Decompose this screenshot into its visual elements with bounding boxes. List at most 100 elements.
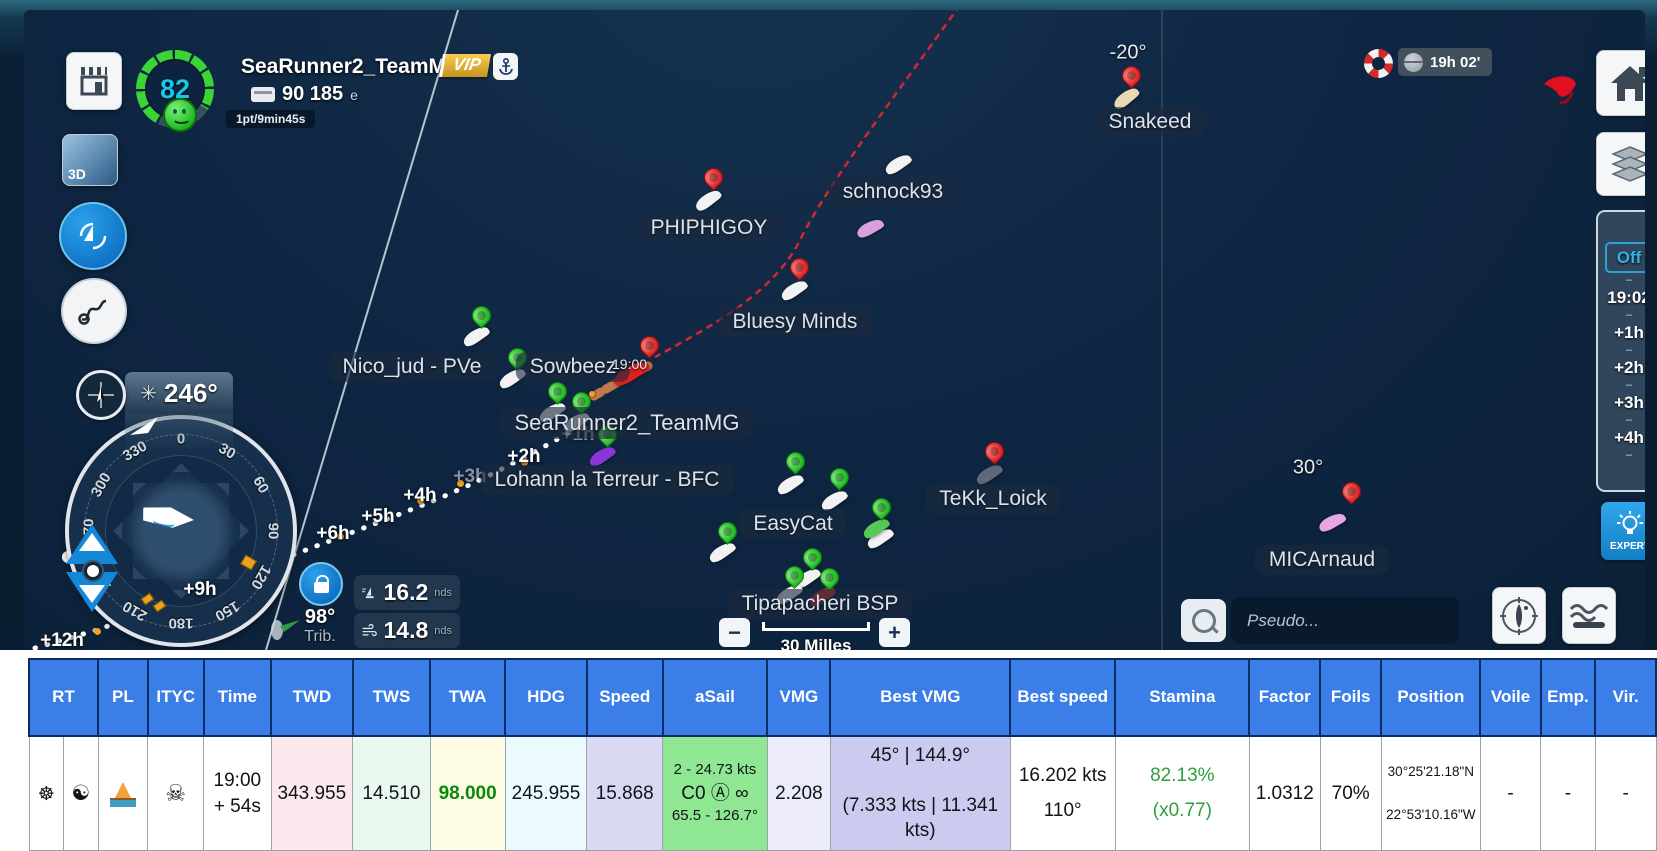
wind-speed-value: 14.8 [383,617,429,643]
auto-sail-button[interactable] [59,202,127,270]
wind-rose-icon: ✳ [140,382,157,405]
boat-speed-value: 16.2 [383,579,429,605]
layers-button[interactable] [1596,132,1645,196]
timeline-item-1h[interactable]: +1h [1614,323,1644,342]
col-header-tws: TWS [351,658,432,737]
vip-badge[interactable]: VIP [438,54,492,77]
search-button[interactable] [1181,599,1226,642]
player-boat-pin[interactable] [786,254,813,281]
timeline-item-3h[interactable]: +3h [1614,393,1644,412]
table-header-row: RT PL ITYC Time TWD TWS TWA HDG Speed aSail VMG Bes… [27,658,1657,737]
player-boat-hull[interactable] [775,471,805,497]
col-header-vir-: Vir. [1594,658,1657,737]
col-header-stamina: Stamina [1114,658,1251,737]
wind-speed-unit: nds [434,624,452,637]
player-label[interactable]: Tipapacheri BSP [727,589,913,619]
player-boat-pin[interactable] [714,518,741,545]
twa-down-arrow-icon[interactable] [79,585,105,603]
col-header-best-speed: Best speed [1009,658,1117,737]
value-line: 19:00 [213,769,262,791]
player-boat-hull[interactable] [854,215,886,241]
player-boat-pin[interactable] [468,302,495,329]
pseudo-search-input[interactable] [1231,597,1459,644]
own-boat-pin[interactable] [544,378,571,405]
shop-icon [80,67,108,96]
credits-display[interactable]: 90 185 e [251,83,358,106]
heading-lock-button[interactable] [299,562,343,606]
player-label[interactable]: Bluesy Minds [718,307,872,337]
timeline-item-4h[interactable]: +4h [1614,428,1644,447]
player-boat-hull[interactable] [779,277,809,303]
player-label[interactable]: Snakeed [1094,107,1206,137]
player-boat-hull[interactable] [707,539,737,565]
player-boat-pin[interactable] [700,164,727,191]
help-lifering-icon[interactable] [1364,49,1393,78]
player-boat-pin[interactable] [1338,478,1365,505]
player-boat-pin[interactable] [826,464,853,491]
twa-up-arrow-icon[interactable] [79,533,105,551]
credits-value: 90 185 [282,83,344,105]
timeline-item-2h[interactable]: +2h [1614,358,1644,377]
player-boat-pin[interactable] [981,438,1008,465]
zoom-in-button[interactable]: + [879,618,910,647]
col-header-asail: aSail [661,658,769,737]
player-label[interactable]: Lohann la Terreur - BFC [480,465,734,495]
value-line: 30°25'21.18"N [1387,764,1475,780]
expert-mode-button[interactable]: EXPERT [1601,502,1645,560]
compass-view-button[interactable] [1492,587,1546,644]
race-timer-badge[interactable]: 19h 02' [1398,48,1493,76]
player-boat-pin[interactable] [782,448,809,475]
route-plot-button[interactable] [61,278,127,344]
player-boat-hull[interactable] [883,151,913,177]
cell-emp-: - [1540,735,1596,851]
player-boat-pin[interactable] [799,544,826,571]
cell-pl [97,735,149,851]
dashboard-table-section: RT PL ITYC Time TWD TWS TWA HDG Speed aSail VMG Bes… [0,650,1657,851]
forecast-timeline[interactable]: Off–19:02–+1h–+2h–+3h–+4h– [1596,210,1645,492]
credits-unit: e [350,86,358,103]
compass-needle-icon [1500,596,1538,635]
twa-adjust-control[interactable] [66,524,118,612]
value-line: 15.868 [595,782,654,804]
finish-flag-icon [271,620,300,640]
value-line: 14.510 [362,782,421,804]
3d-view-button[interactable]: 3D [62,134,118,186]
timeline-item-off[interactable]: Off [1604,242,1645,273]
value-line: 1.0312 [1255,782,1314,804]
player-boat-pin[interactable] [816,564,843,591]
player-boat-hull[interactable] [693,186,723,214]
player-label[interactable]: schnock93 [828,177,958,207]
race-map[interactable]: 82 SeaRunner2_TeamMG VIP 90 185 e 1pt/9m… [24,10,1645,650]
own-boat-pin[interactable] [636,332,663,359]
shop-button[interactable] [66,52,122,110]
player-label[interactable]: PHIPHIGOY [636,213,782,243]
col-header-rt: RT [27,658,100,737]
col-header-emp-: Emp. [1539,658,1597,737]
club-anchor-badge[interactable] [493,53,518,80]
player-boat-hull[interactable] [461,323,491,349]
home-button[interactable] [1596,50,1645,116]
timeline-item-1902[interactable]: 19:02 [1607,288,1645,307]
compass-toggle-button[interactable] [76,370,126,420]
sea-state-button[interactable] [1562,587,1616,644]
credits-icon [251,87,275,102]
player-boat-hull[interactable] [1316,509,1348,535]
dial-face [105,455,257,607]
value-line: - [1507,782,1514,804]
dial-number: 90 [264,522,282,540]
player-label[interactable]: TeKk_Loick [925,484,1061,514]
player-label[interactable]: MICArnaud [1254,545,1390,575]
cell-twd: 343.955 [270,735,354,851]
player-label[interactable]: Nico_jud - PVe [328,352,496,382]
col-header-speed: Speed [585,658,664,737]
player-label[interactable]: SeaRunner2_TeamMG [500,407,754,439]
wind-direction-panel[interactable]: ✳ 246° [125,372,233,414]
player-label[interactable]: EasyCat [739,509,847,539]
player-boat-pin[interactable] [1118,62,1145,89]
player-boat-pin[interactable] [868,494,895,521]
zoom-out-button[interactable]: − [719,618,750,647]
mood-smiley-icon [163,98,197,132]
boat-data-table: RT PL ITYC Time TWD TWS TWA HDG Speed aSail VMG Bes… [27,658,1657,851]
boat-speed-panel: 16.2 nds [354,575,460,610]
expert-label: EXPERT [1609,540,1645,552]
